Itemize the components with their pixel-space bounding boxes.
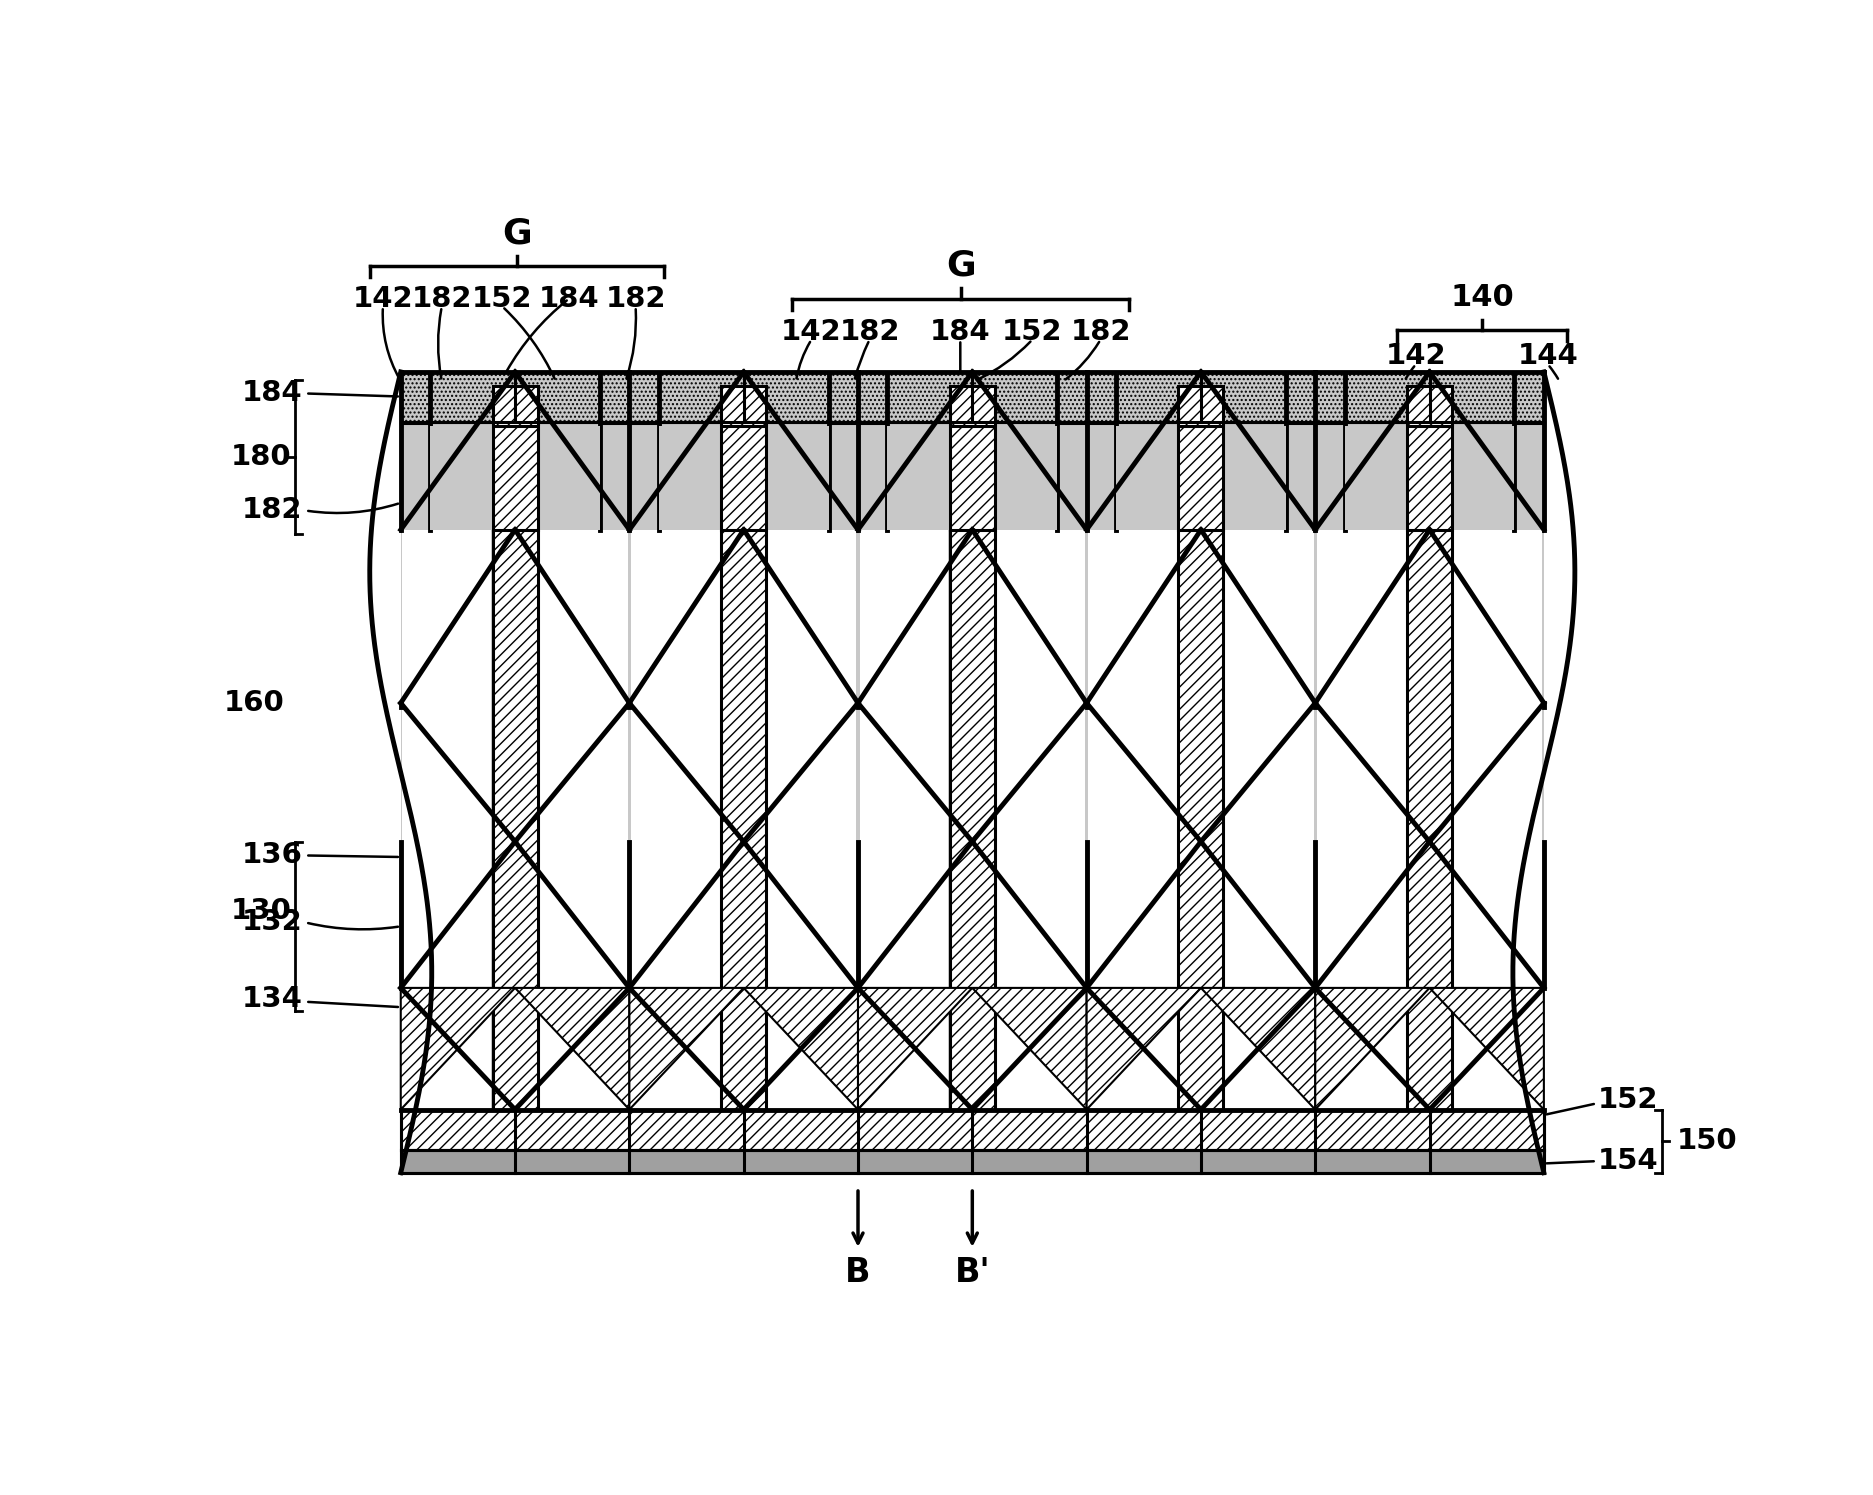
Text: 142: 142 <box>781 318 841 345</box>
Bar <box>401 1109 1543 1150</box>
Bar <box>1088 529 1176 1109</box>
Bar <box>1178 386 1223 1109</box>
Polygon shape <box>972 988 1086 1109</box>
Bar <box>1116 426 1178 529</box>
Text: 184: 184 <box>539 284 599 312</box>
Polygon shape <box>1086 988 1201 1109</box>
Bar <box>401 372 1543 1109</box>
Bar <box>1452 426 1515 529</box>
Text: 182: 182 <box>242 496 302 525</box>
Text: B: B <box>845 1256 871 1289</box>
Text: 142: 142 <box>352 284 414 312</box>
Text: 152: 152 <box>1598 1085 1659 1114</box>
Bar <box>1178 426 1223 529</box>
Text: 182: 182 <box>412 284 472 312</box>
Bar <box>950 386 995 1109</box>
Bar <box>1407 386 1452 1109</box>
Bar <box>401 372 1543 422</box>
Text: 184: 184 <box>242 380 302 408</box>
Polygon shape <box>744 988 858 1109</box>
Text: B': B' <box>955 1256 991 1289</box>
Bar <box>1453 529 1541 1109</box>
Bar <box>768 529 856 1109</box>
Polygon shape <box>1315 988 1429 1109</box>
Polygon shape <box>1201 988 1315 1109</box>
Bar <box>659 426 721 529</box>
Bar <box>1317 529 1405 1109</box>
Text: 184: 184 <box>931 318 991 345</box>
Text: 150: 150 <box>1676 1127 1738 1156</box>
Bar <box>1345 426 1407 529</box>
Text: 134: 134 <box>242 985 302 1014</box>
Text: 182: 182 <box>839 318 899 345</box>
Text: G: G <box>946 248 976 283</box>
Bar <box>493 386 538 1109</box>
Bar <box>996 529 1084 1109</box>
Text: 154: 154 <box>1598 1147 1659 1175</box>
Bar <box>631 529 719 1109</box>
Bar <box>1407 426 1452 529</box>
Bar <box>860 529 948 1109</box>
Text: 182: 182 <box>1069 318 1131 345</box>
Polygon shape <box>858 988 972 1109</box>
Polygon shape <box>629 988 744 1109</box>
Text: 132: 132 <box>242 909 302 936</box>
Text: 160: 160 <box>223 689 285 718</box>
Text: 140: 140 <box>1450 283 1513 312</box>
Bar <box>721 426 766 529</box>
Text: 182: 182 <box>605 284 665 312</box>
Bar <box>538 426 599 529</box>
Bar <box>888 426 950 529</box>
Text: 142: 142 <box>1386 342 1446 371</box>
Polygon shape <box>1429 988 1543 1109</box>
Polygon shape <box>401 988 515 1109</box>
Bar <box>1223 426 1285 529</box>
Polygon shape <box>515 988 629 1109</box>
Bar <box>493 426 538 529</box>
Text: G: G <box>502 217 532 250</box>
Bar <box>950 426 995 529</box>
Bar <box>995 426 1056 529</box>
Text: 136: 136 <box>242 842 302 870</box>
Bar <box>539 529 627 1109</box>
Text: 152: 152 <box>472 284 532 312</box>
Text: 144: 144 <box>1517 342 1579 371</box>
Bar <box>721 386 766 1109</box>
Text: 180: 180 <box>230 443 292 471</box>
Text: 130: 130 <box>230 897 292 925</box>
Bar <box>1225 529 1313 1109</box>
Bar <box>431 426 493 529</box>
Bar <box>401 1150 1543 1172</box>
Text: 152: 152 <box>1002 318 1062 345</box>
Bar <box>403 529 491 1109</box>
Bar <box>766 426 828 529</box>
